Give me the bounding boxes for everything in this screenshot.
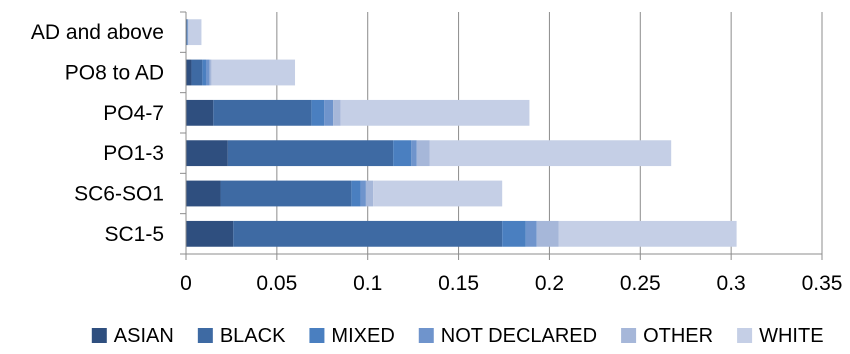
bar-4-0: [186, 180, 221, 207]
x-tick-labels: 0 0.05 0.1 0.15 0.2 0.25 0.3 0.35: [180, 272, 842, 295]
bar-1-0: [186, 59, 192, 86]
bar-4-4: [365, 180, 374, 207]
x-tick-label-4: 0.2: [535, 272, 564, 295]
legend-item-1: BLACK: [197, 325, 286, 347]
bar-3-3: [411, 140, 417, 167]
bar-2-2: [311, 99, 325, 126]
legend-item-5: WHITE: [737, 325, 824, 347]
x-tick-label-2: 0.1: [353, 272, 382, 295]
bar-5-0: [186, 220, 234, 247]
legend-item-0: ASIAN: [91, 325, 174, 347]
bars: [186, 19, 737, 247]
bar-2-1: [213, 99, 312, 126]
bar-4-5: [373, 180, 503, 207]
bar-5-3: [525, 220, 537, 247]
legend-item-4: OTHER: [621, 325, 713, 347]
x-tick-label-1: 0.05: [256, 272, 297, 295]
category-label-0: AD and above: [31, 21, 164, 44]
bar-3-5: [429, 140, 672, 167]
bar-4-3: [360, 180, 366, 207]
bar-3-1: [227, 140, 394, 167]
legend-item-2: MIXED: [309, 325, 395, 347]
bar-5-4: [536, 220, 559, 247]
bar-5-1: [233, 220, 503, 247]
bar-0-5: [188, 19, 202, 46]
bar-4-1: [220, 180, 352, 207]
legend-swatch-5: [737, 328, 753, 343]
bar-1-3: [205, 59, 210, 86]
bar-1-2: [202, 59, 206, 86]
legend-label-0: ASIAN: [114, 325, 174, 347]
legend-swatch-0: [91, 328, 107, 343]
bar-4-2: [351, 180, 361, 207]
bar-3-4: [416, 140, 430, 167]
x-tick-label-7: 0.35: [802, 272, 843, 295]
bar-3-2: [393, 140, 412, 167]
axes: [180, 11, 823, 260]
category-label-4: SC6-SO1: [74, 183, 164, 206]
legend-label-4: OTHER: [643, 325, 713, 347]
bar-2-5: [340, 99, 530, 126]
legend-swatch-1: [197, 328, 213, 343]
category-label-2: PO4-7: [103, 102, 164, 125]
legend: ASIAN BLACK MIXED NOT DECLARED OTHER WHITE: [91, 325, 824, 347]
x-tick-label-3: 0.15: [438, 272, 479, 295]
legend-swatch-2: [309, 328, 325, 343]
bar-0-3: [187, 19, 189, 46]
bar-2-0: [186, 99, 214, 126]
bar-5-2: [502, 220, 526, 247]
legend-swatch-3: [418, 328, 434, 343]
category-label-1: PO8 to AD: [65, 62, 164, 85]
legend-label-3: NOT DECLARED: [441, 325, 597, 347]
category-label-3: PO1-3: [103, 142, 164, 165]
x-tick-label-5: 0.25: [620, 272, 661, 295]
legend-label-1: BLACK: [220, 325, 286, 347]
legend-swatch-4: [621, 328, 637, 343]
bar-5-5: [558, 220, 737, 247]
category-label-5: SC1-5: [104, 223, 164, 246]
bar-1-1: [191, 59, 203, 86]
legend-label-5: WHITE: [759, 325, 823, 347]
bar-1-5: [211, 59, 296, 86]
gridlines: [276, 12, 823, 254]
bar-1-4: [209, 59, 212, 86]
legend-label-2: MIXED: [331, 325, 394, 347]
category-labels: AD and above PO8 to AD PO4-7 PO1-3 SC6-SO1 SC…: [31, 21, 164, 246]
legend-item-3: NOT DECLARED: [418, 325, 597, 347]
x-tick-label-0: 0: [180, 272, 192, 295]
bar-2-4: [333, 99, 341, 126]
bar-2-3: [324, 99, 334, 126]
bar-3-0: [186, 140, 228, 167]
x-tick-label-6: 0.3: [717, 272, 746, 295]
bar-0-4: [188, 19, 189, 46]
bar-0-1: [186, 19, 188, 46]
